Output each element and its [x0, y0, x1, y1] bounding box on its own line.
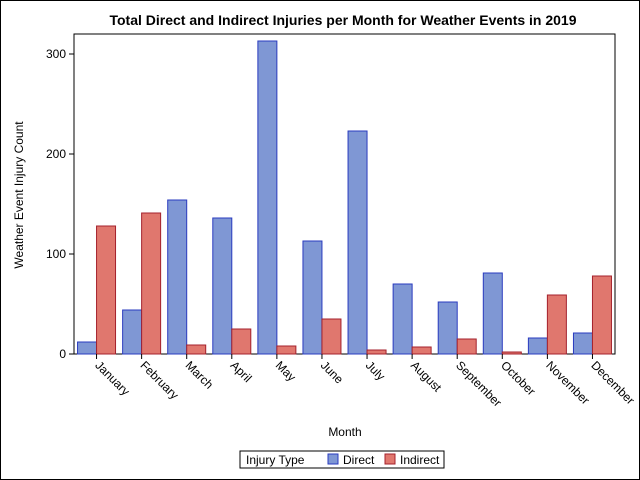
- chart-title: Total Direct and Indirect Injuries per M…: [109, 12, 576, 28]
- y-tick-label: 200: [46, 147, 66, 161]
- bar-direct-march: [167, 199, 188, 355]
- x-tick-label: July: [363, 358, 388, 383]
- x-tick-label: November: [543, 358, 592, 407]
- y-tick-label: 300: [46, 47, 66, 61]
- bar-direct-september: [437, 301, 458, 355]
- legend-title: Injury Type: [246, 453, 305, 467]
- bar-indirect-september: [456, 338, 477, 355]
- legend-label-direct: Direct: [343, 453, 375, 467]
- bar-direct-october: [482, 272, 503, 355]
- plot-area-border: [73, 33, 616, 355]
- bar-indirect-december: [591, 275, 612, 355]
- y-axis-label: Weather Event Injury Count: [12, 121, 26, 269]
- x-tick-label: October: [498, 358, 538, 398]
- bar-direct-november: [527, 337, 548, 355]
- x-tick-label: April: [228, 358, 255, 385]
- bar-indirect-june: [321, 318, 342, 355]
- bar-indirect-august: [411, 346, 432, 355]
- y-axis: 0 100 200 300: [46, 47, 74, 361]
- legend-swatch-indirect: [384, 453, 396, 465]
- bar-direct-june: [302, 240, 323, 355]
- x-tick-label: January: [92, 358, 132, 398]
- bar-direct-april: [212, 217, 233, 355]
- x-tick-label: June: [318, 358, 347, 387]
- bars-group: [77, 40, 612, 355]
- bar-direct-august: [392, 283, 413, 355]
- bar-direct-february: [122, 309, 143, 355]
- legend-label-indirect: Indirect: [400, 453, 440, 467]
- x-tick-label: August: [408, 358, 445, 395]
- x-axis-label: Month: [328, 425, 361, 439]
- bar-direct-january: [77, 341, 98, 355]
- bar-indirect-may: [276, 345, 297, 355]
- y-tick-label: 0: [59, 347, 66, 361]
- x-tick-label: February: [138, 358, 182, 402]
- bar-indirect-april: [231, 328, 252, 355]
- bar-indirect-march: [186, 344, 207, 355]
- x-tick-label: December: [588, 358, 637, 407]
- bar-direct-july: [347, 130, 368, 355]
- bar-indirect-january: [96, 225, 117, 355]
- x-axis: January February March April May June July Augu…: [92, 354, 637, 410]
- legend-swatch-direct: [327, 453, 339, 465]
- y-tick-label: 100: [46, 247, 66, 261]
- bar-indirect-july: [366, 349, 387, 355]
- x-tick-label: May: [273, 358, 299, 384]
- bar-indirect-november: [546, 294, 567, 355]
- legend: Injury Type Direct Indirect: [239, 450, 445, 469]
- bar-indirect-february: [141, 212, 162, 355]
- bar-direct-may: [257, 40, 278, 355]
- x-tick-label: March: [183, 358, 216, 391]
- x-tick-label: September: [453, 358, 504, 409]
- bar-indirect-october: [501, 351, 522, 355]
- bar-direct-december: [572, 332, 593, 355]
